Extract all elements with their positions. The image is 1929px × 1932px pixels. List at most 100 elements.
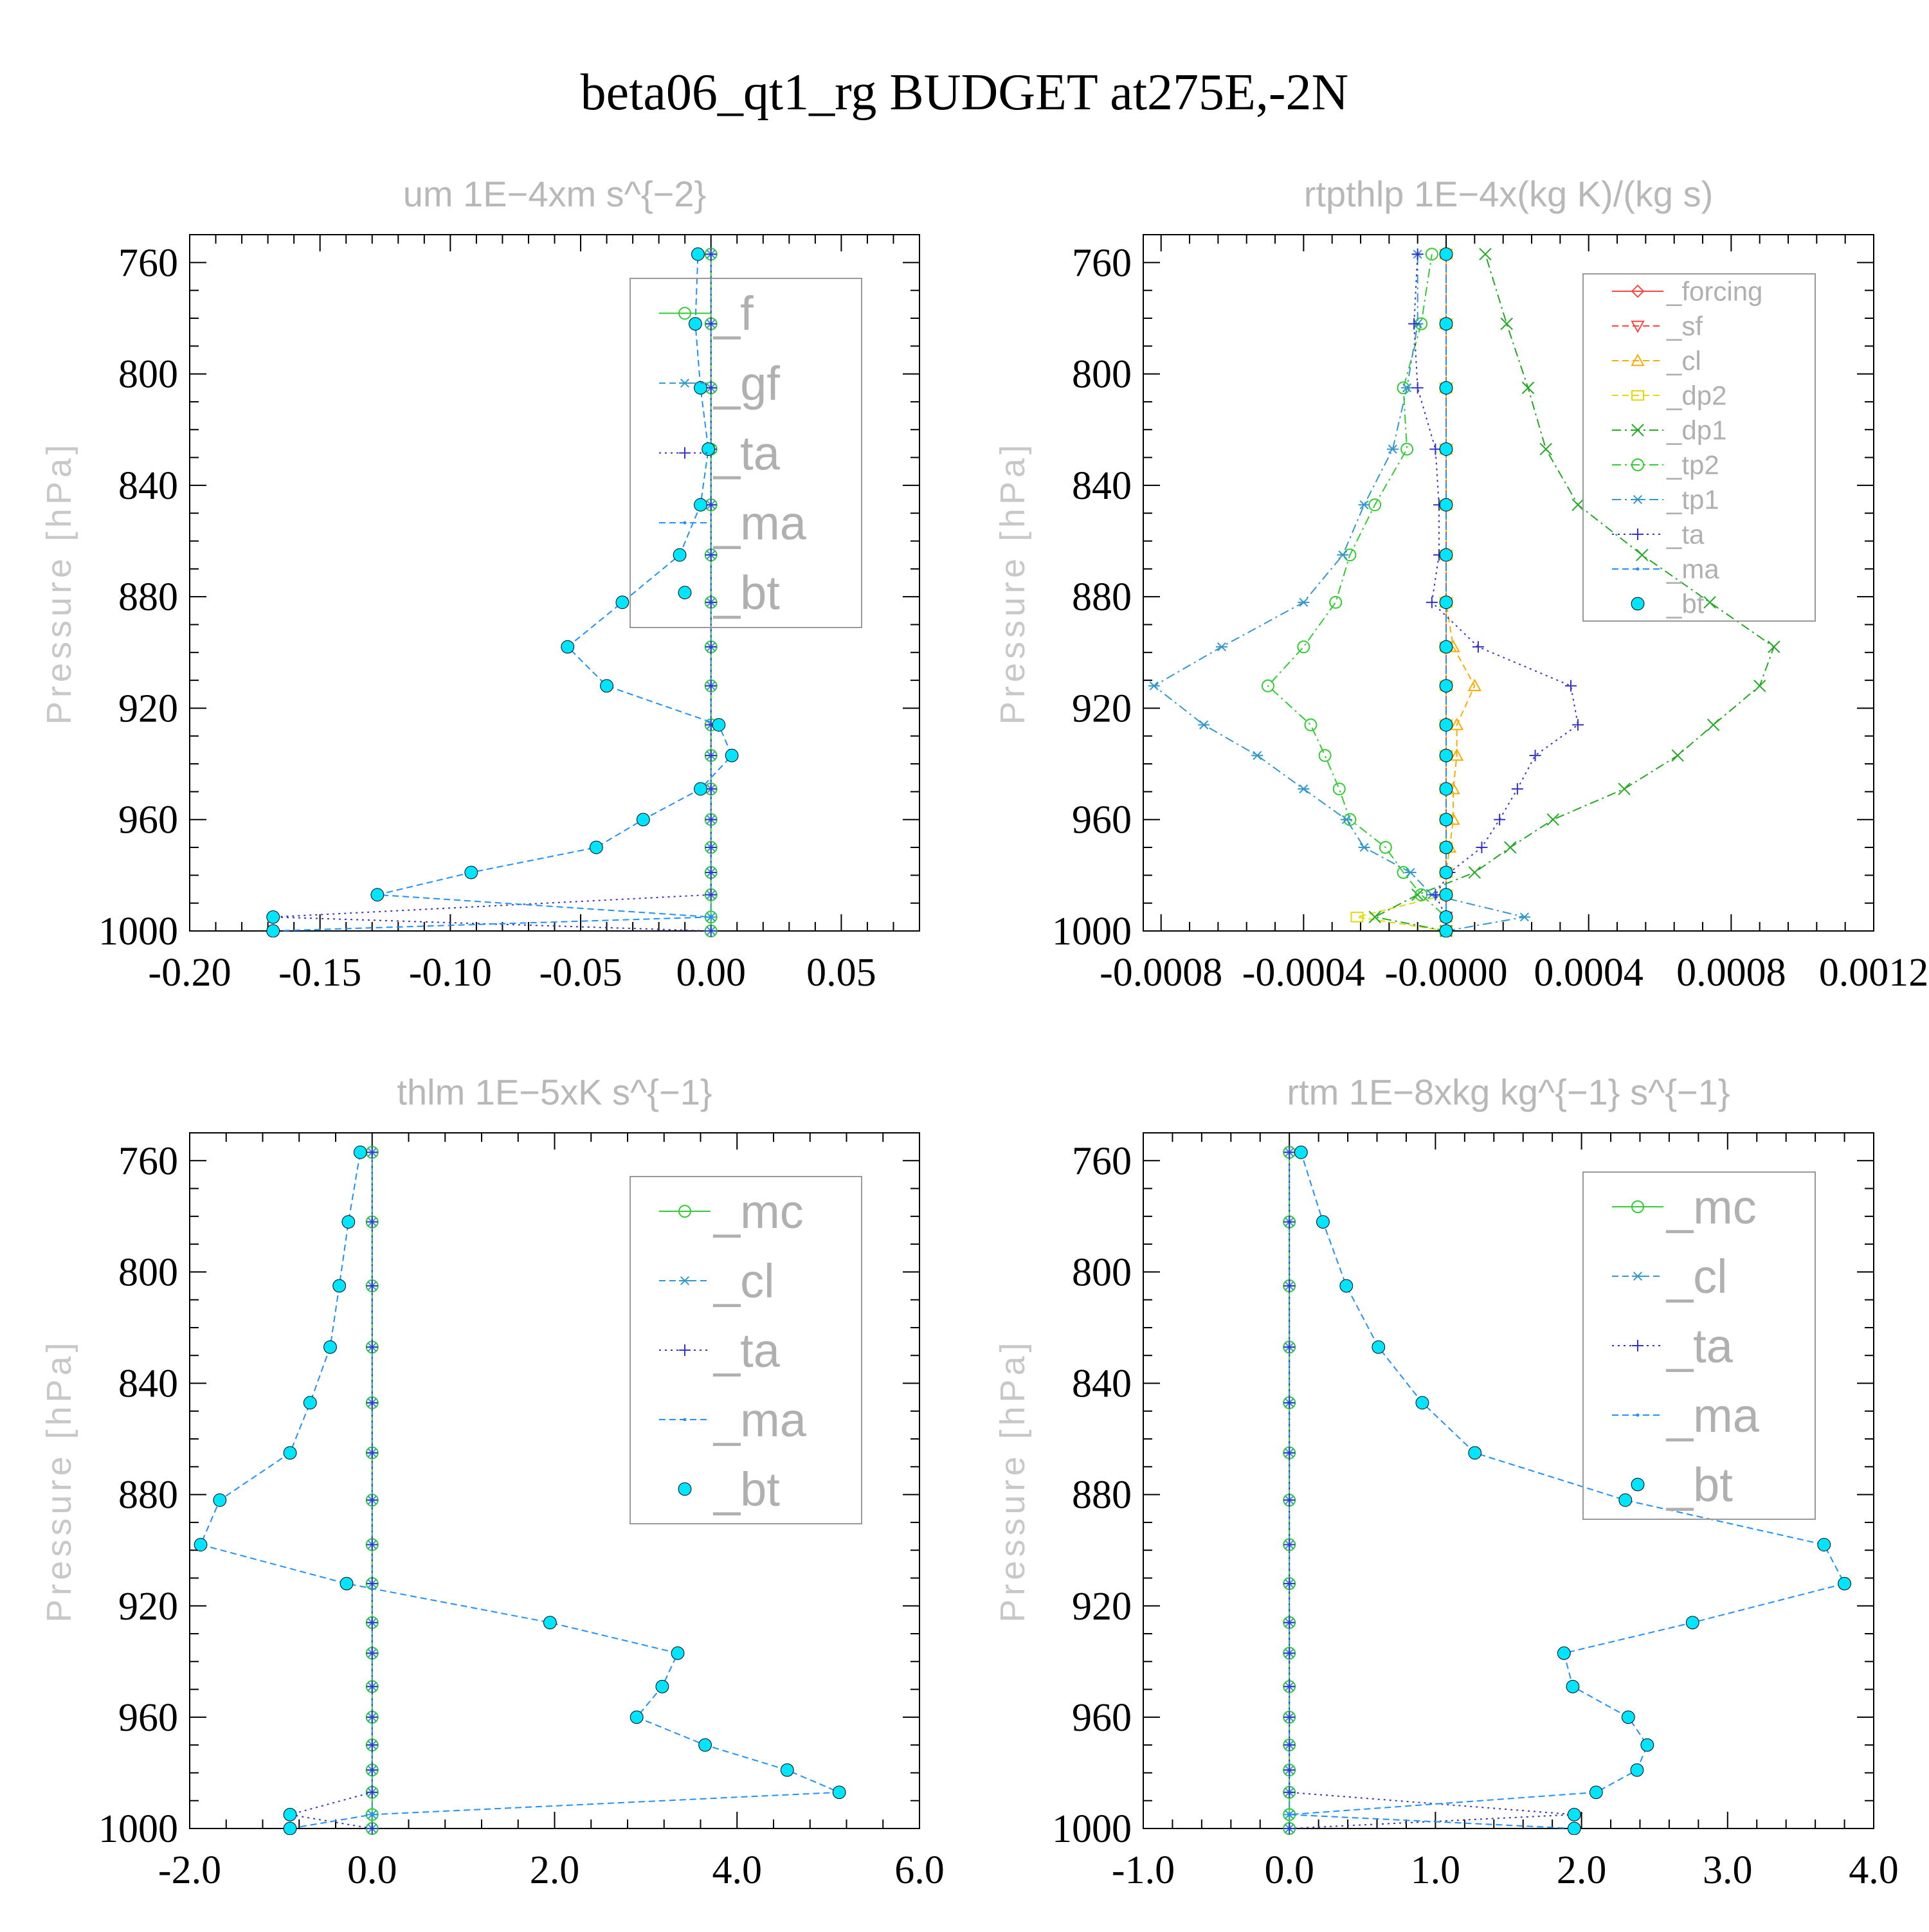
- data-point: [1529, 750, 1541, 762]
- series_tp2: [1261, 248, 1453, 937]
- x-tick-label: 4.0: [712, 1848, 763, 1892]
- data-point: [1494, 813, 1506, 826]
- panel-title: um 1E−4xm s^{−2}: [403, 174, 706, 214]
- data-point: [671, 1646, 685, 1660]
- data-point: [705, 750, 717, 762]
- data-point: [1304, 718, 1318, 732]
- data-point: [370, 1812, 374, 1816]
- legend-marker: [679, 447, 691, 459]
- data-point: [1415, 1396, 1429, 1410]
- series-line: [199, 1152, 840, 1829]
- plot-frame: [189, 234, 920, 932]
- data-point: [1838, 1576, 1851, 1591]
- data-point: [366, 1764, 378, 1776]
- data-point: [303, 1396, 317, 1410]
- y-tick-label: 800: [118, 353, 178, 397]
- y-tick-label: 960: [118, 1696, 178, 1740]
- data-point: [1404, 868, 1417, 878]
- data-point: [600, 679, 613, 693]
- legend-marker: [1632, 494, 1644, 505]
- legend: _forcing _sf _cl _dp2 _dp1 _tp2 _tp1 _ta _ma _bt: [1582, 273, 1816, 622]
- data-point: [705, 889, 717, 901]
- y-tick-label: 920: [118, 687, 178, 730]
- series_tp1: [1148, 249, 1530, 936]
- series_bt: [266, 247, 739, 937]
- panel-2: rtpthlp 1E−4x(kg K)/(kg s) Pressure [hPa]…: [993, 174, 1928, 995]
- data-point: [1630, 1763, 1644, 1777]
- data-point: [1425, 248, 1438, 261]
- data-point: [1618, 782, 1631, 795]
- data-point: [370, 888, 385, 902]
- legend-label: _gf: [712, 357, 780, 410]
- data-point: [1283, 1764, 1296, 1776]
- data-point: [1283, 1578, 1296, 1590]
- series_bt: [1294, 1145, 1851, 1835]
- plot-area: [266, 247, 739, 937]
- y-axis-label: Pressure [hPa]: [40, 1339, 78, 1622]
- data-point: [1449, 748, 1464, 761]
- data-point: [1500, 317, 1513, 330]
- data-point: [1429, 443, 1442, 455]
- x-tick-label: 0.0: [347, 1848, 397, 1892]
- legend-label: _forcing: [1666, 276, 1762, 307]
- data-point: [464, 865, 478, 880]
- x-tick-label: -0.20: [148, 951, 231, 995]
- legend-box: [629, 278, 862, 628]
- data-point: [1703, 596, 1716, 609]
- data-point: [323, 1340, 337, 1354]
- data-point: [1476, 842, 1488, 854]
- data-point: [1411, 888, 1424, 901]
- data-point: [780, 1763, 794, 1777]
- y-tick-label: 880: [118, 575, 178, 619]
- y-tick-label: 1000: [1052, 910, 1132, 953]
- data-point: [691, 247, 705, 261]
- data-point: [1283, 1786, 1296, 1798]
- legend: _mc _cl _ta _ma _bt: [1582, 1171, 1816, 1520]
- legend-marker: [678, 307, 691, 320]
- data-point: [1636, 548, 1649, 561]
- data-point: [1439, 748, 1453, 763]
- data-point: [1439, 924, 1453, 937]
- data-point: [1685, 1616, 1699, 1630]
- data-point: [1479, 248, 1492, 261]
- y-tick-label: 760: [118, 1139, 178, 1183]
- legend-marker: [1631, 1200, 1644, 1213]
- legend-marker: [1631, 597, 1645, 611]
- legend-label: _ta: [1665, 1319, 1734, 1373]
- legend-label: _tp2: [1666, 450, 1719, 480]
- y-tick-label: 1000: [98, 910, 178, 953]
- data-point: [1283, 1616, 1296, 1629]
- data-point: [705, 318, 717, 330]
- data-point: [1439, 679, 1453, 693]
- y-tick-label: 760: [1072, 1139, 1132, 1183]
- data-point: [1283, 1539, 1296, 1551]
- legend-marker: [1631, 1477, 1645, 1492]
- legend-marker: [678, 1482, 692, 1496]
- data-point: [702, 442, 716, 456]
- data-point: [1567, 1807, 1581, 1821]
- data-point: [543, 1616, 557, 1630]
- series_ma: [271, 252, 734, 933]
- x-tick-label: -2.0: [158, 1848, 221, 1892]
- data-point: [366, 1146, 378, 1159]
- series_ma: [1287, 1150, 1847, 1830]
- data-point: [694, 782, 707, 796]
- data-point: [1429, 889, 1442, 901]
- x-tick-label: 0.0012: [1819, 951, 1929, 995]
- series_ta: [284, 1146, 378, 1834]
- y-tick-label: 880: [1072, 575, 1132, 619]
- legend-label: _cl: [1666, 346, 1701, 376]
- data-point: [266, 910, 280, 924]
- data-point: [1439, 865, 1453, 880]
- y-tick-label: 880: [1072, 1474, 1132, 1517]
- data-point: [712, 718, 726, 732]
- data-point: [1817, 1538, 1831, 1551]
- legend-label: _mc: [1665, 1180, 1757, 1234]
- data-point: [1358, 500, 1370, 510]
- plot-area: [194, 1145, 846, 1835]
- series_bt: [1439, 247, 1453, 937]
- legend-label: _tp1: [1666, 485, 1719, 515]
- x-tick-label: 6.0: [894, 1848, 945, 1892]
